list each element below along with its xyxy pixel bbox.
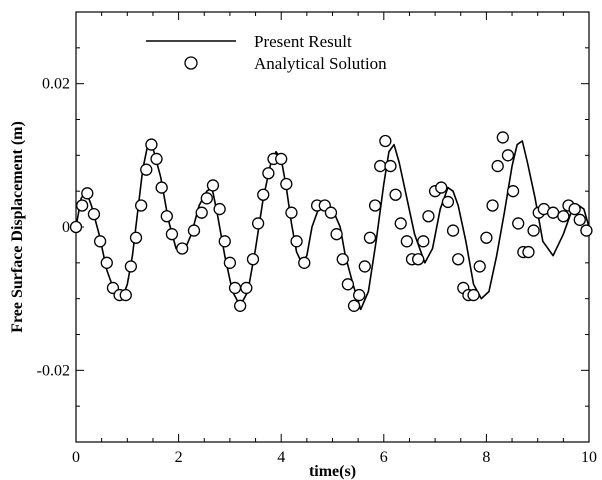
data-point-marker — [501, 149, 515, 162]
data-layer — [69, 131, 593, 312]
data-point-marker — [87, 207, 101, 221]
data-point-marker — [206, 179, 220, 192]
x-tick-label: 0 — [72, 449, 80, 466]
series-markers-analytical-solution — [69, 131, 593, 312]
data-point-marker — [134, 199, 148, 212]
data-point-marker — [69, 220, 83, 234]
legend-label-present-result: Present Result — [254, 32, 352, 51]
data-point-marker — [441, 195, 455, 209]
data-point-marker — [100, 256, 113, 269]
y-tick-label: 0.02 — [42, 76, 70, 93]
data-point-marker — [285, 206, 298, 219]
y-tick-label: -0.02 — [37, 362, 70, 379]
data-point-marker — [358, 260, 371, 273]
series-line-present-result — [75, 140, 590, 311]
data-point-marker — [119, 288, 132, 302]
data-point-marker — [486, 199, 499, 212]
data-point-marker — [379, 134, 392, 148]
data-point-marker — [389, 188, 402, 201]
data-point-marker — [506, 185, 520, 198]
data-point-marker — [213, 202, 226, 216]
plot-frame — [75, 11, 590, 443]
data-point-marker — [417, 235, 430, 248]
data-point-marker — [512, 217, 525, 230]
data-point-marker — [467, 288, 480, 302]
data-point-marker — [546, 206, 560, 219]
x-tick-label: 6 — [380, 449, 388, 466]
x-tick-label: 10 — [581, 449, 597, 466]
data-point-marker — [93, 235, 107, 248]
data-point-marker — [234, 299, 247, 312]
data-point-marker — [527, 224, 540, 237]
data-point-marker — [218, 235, 231, 248]
data-point-marker — [240, 281, 253, 295]
data-point-marker — [568, 202, 581, 216]
data-point-marker — [353, 288, 366, 302]
data-point-marker — [341, 278, 355, 291]
data-point-marker — [374, 159, 387, 173]
data-point-marker — [368, 199, 382, 212]
data-point-marker — [176, 242, 189, 255]
data-point-marker — [336, 253, 349, 266]
data-point-marker — [394, 217, 407, 230]
data-point-marker — [280, 177, 293, 191]
y-axis-title: Free Surface Displacement (m) — [9, 121, 26, 333]
data-point-marker — [580, 224, 593, 237]
data-point-marker — [262, 167, 275, 180]
data-point-marker — [298, 256, 311, 269]
data-point-marker — [145, 138, 158, 151]
x-tick-label: 4 — [277, 449, 285, 466]
data-point-marker — [195, 206, 208, 219]
legend-marker-swatch — [184, 56, 198, 70]
data-point-marker — [480, 231, 493, 244]
data-point-marker — [129, 231, 143, 244]
data-point-marker — [422, 210, 435, 223]
data-point-marker — [491, 159, 504, 173]
data-point-marker — [290, 235, 303, 248]
data-point-marker — [150, 152, 163, 166]
data-point-marker — [246, 253, 260, 266]
data-point-marker — [446, 224, 460, 237]
data-point-marker — [573, 213, 586, 226]
x-axis-title: time(s) — [309, 463, 356, 480]
data-point-marker — [251, 217, 265, 230]
x-tick-label: 2 — [175, 449, 183, 466]
data-point-marker — [435, 181, 448, 194]
data-point-marker — [452, 253, 465, 266]
legend-label-analytical-solution: Analytical Solution — [254, 54, 387, 73]
data-point-marker — [363, 231, 377, 244]
data-point-marker — [412, 253, 425, 266]
data-point-marker — [76, 199, 89, 212]
data-point-marker — [522, 245, 535, 259]
data-point-marker — [140, 163, 153, 176]
data-point-marker — [473, 260, 486, 273]
data-point-marker — [257, 188, 270, 201]
data-point-marker — [496, 131, 509, 144]
data-point-marker — [384, 159, 397, 173]
data-point-marker — [155, 181, 168, 194]
data-point-marker — [165, 228, 179, 241]
x-tick-label: 8 — [482, 449, 490, 466]
data-point-marker — [330, 228, 343, 241]
data-point-marker — [223, 256, 237, 269]
data-point-marker — [81, 187, 94, 200]
data-point-marker — [324, 206, 338, 219]
data-point-marker — [228, 281, 242, 295]
legend-layer: Present Result Analytical Solution — [146, 32, 387, 73]
data-point-marker — [347, 299, 361, 312]
data-point-marker — [557, 210, 570, 223]
y-tick-label: 0 — [62, 219, 70, 236]
data-point-marker — [124, 260, 138, 273]
data-point-marker — [200, 192, 213, 205]
data-point-marker — [400, 235, 414, 248]
data-point-marker — [160, 210, 173, 223]
data-point-marker — [187, 224, 201, 237]
data-point-marker — [275, 152, 288, 166]
axes-layer: 0 2 4 6 8 10 -0.02 0 0.02 time(s) Free Surface Dis… — [9, 11, 597, 480]
